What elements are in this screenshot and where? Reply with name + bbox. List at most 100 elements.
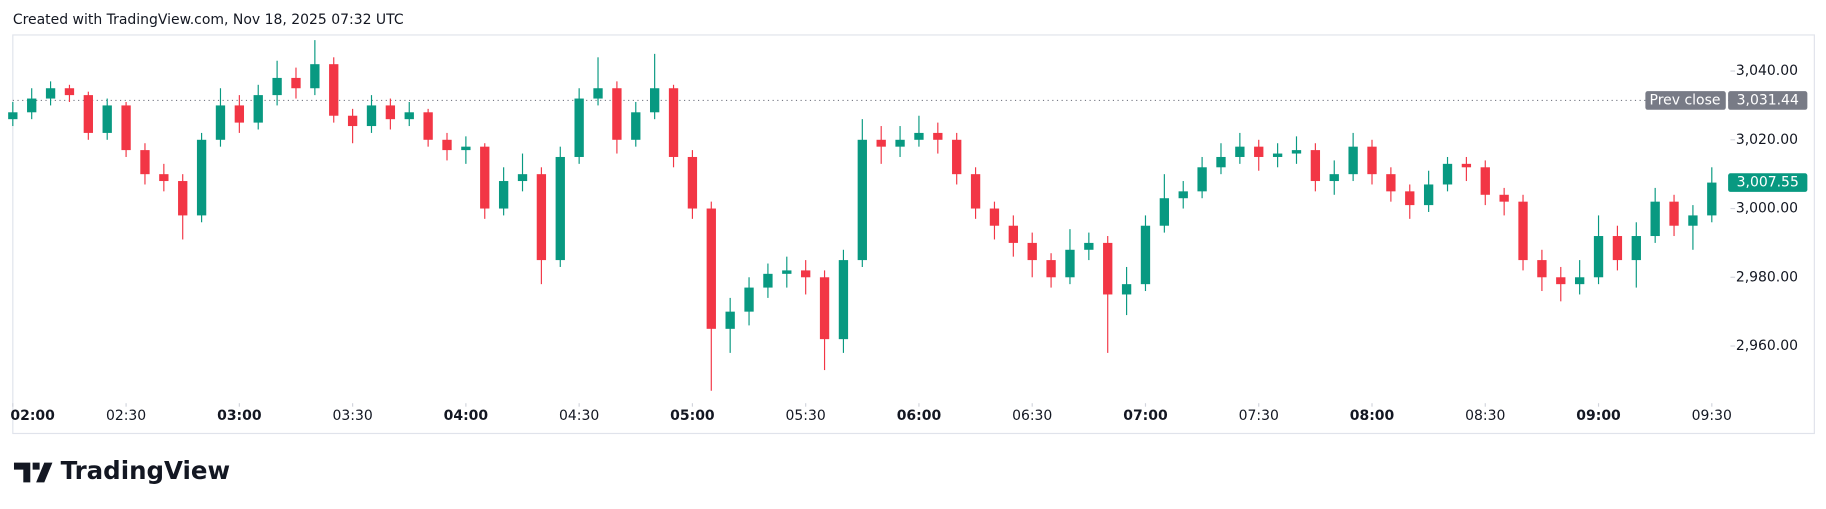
candle-body xyxy=(668,88,679,157)
x-tick-label: 08:30 xyxy=(1465,408,1505,424)
candle-body xyxy=(1197,167,1207,192)
candle-body xyxy=(1423,184,1434,206)
candle-body xyxy=(45,88,56,99)
candle-body xyxy=(1291,150,1302,154)
logo xyxy=(13,462,53,483)
candle-body xyxy=(933,132,943,140)
candle-body xyxy=(744,287,754,312)
last-price-box xyxy=(1728,173,1808,192)
last-price-label: 3,007.55 xyxy=(1737,175,1799,191)
candle-body xyxy=(8,112,18,120)
x-tick-label: 05:00 xyxy=(670,408,715,424)
candle-body xyxy=(970,174,981,209)
candle-body xyxy=(1348,146,1358,175)
prev-close-label: Prev close xyxy=(1650,92,1721,108)
candle-body xyxy=(442,139,452,151)
candle-body xyxy=(574,98,584,157)
prev-close-value: 3,031.44 xyxy=(1737,92,1799,108)
candle-body xyxy=(725,311,735,329)
x-tick-label: 03:00 xyxy=(217,408,262,424)
candle-body xyxy=(1442,163,1453,185)
x-tick-label: 03:30 xyxy=(332,408,372,424)
prev-close-box xyxy=(1645,91,1726,110)
candle-body xyxy=(593,88,603,99)
candle-body xyxy=(480,146,490,209)
candle-body xyxy=(1688,215,1698,226)
candle-body xyxy=(952,139,962,175)
candle-body xyxy=(329,64,339,116)
candle-body xyxy=(1499,194,1509,202)
candle-body xyxy=(215,105,226,140)
x-tick-label: 08:00 xyxy=(1350,408,1395,424)
x-tick-label: 02:30 xyxy=(106,408,146,424)
candle-body xyxy=(1121,284,1132,295)
candle-body xyxy=(27,98,37,113)
candle-body xyxy=(555,156,565,261)
x-tick-label: 02:00 xyxy=(10,408,55,424)
candle-body xyxy=(1235,146,1245,157)
candle-body xyxy=(1650,201,1660,237)
candle-body xyxy=(1574,277,1585,285)
candle-body xyxy=(1612,236,1623,261)
candle-body xyxy=(1310,150,1321,182)
prev-close-value-box xyxy=(1728,91,1808,110)
candle-body xyxy=(1272,153,1283,157)
candle-body xyxy=(1329,174,1339,182)
y-tick-label: 3,020.00 xyxy=(1736,132,1798,148)
candle-body xyxy=(159,174,169,182)
candle-body xyxy=(1669,201,1679,226)
candle-body xyxy=(895,139,905,147)
candle-body xyxy=(876,139,886,147)
candle-body xyxy=(1103,242,1113,295)
candle-body xyxy=(253,95,263,123)
candle-body xyxy=(1178,191,1188,199)
y-tick-label: 2,960.00 xyxy=(1736,338,1798,354)
brand: TradingView xyxy=(61,456,231,485)
candle-body xyxy=(310,64,320,89)
x-tick-label: 04:30 xyxy=(559,408,599,424)
candle-body xyxy=(782,270,792,274)
candle-body xyxy=(196,139,207,216)
candle-body xyxy=(1008,225,1018,243)
candle-body xyxy=(612,88,622,140)
candle-body xyxy=(706,208,716,329)
candle-body xyxy=(1140,225,1151,285)
candle-body xyxy=(423,112,433,140)
candle-body xyxy=(1480,167,1490,195)
header-text: Created with TradingView.com, Nov 18, 20… xyxy=(13,12,404,28)
candle-body xyxy=(102,105,112,133)
candle-body xyxy=(1593,236,1604,278)
x-tick-label: 09:30 xyxy=(1692,408,1732,424)
x-tick-label: 04:00 xyxy=(444,408,489,424)
candle-body xyxy=(536,174,547,261)
candle-body xyxy=(498,181,509,209)
candle-body xyxy=(121,105,131,151)
candle-body xyxy=(763,273,773,288)
candle-body xyxy=(1461,163,1472,168)
candle-body xyxy=(1027,242,1037,261)
candle-body xyxy=(178,181,188,216)
candle-body xyxy=(1046,260,1056,278)
candle-body xyxy=(1405,191,1415,206)
candle-body xyxy=(1084,242,1094,250)
y-tick-label: 3,040.00 xyxy=(1736,63,1798,79)
candle-body xyxy=(1631,236,1641,261)
candle-body xyxy=(989,208,1000,226)
candle-body xyxy=(140,150,150,175)
candle-body xyxy=(649,88,660,113)
candle-body xyxy=(1707,182,1717,216)
candle-body xyxy=(347,115,358,127)
candle-body xyxy=(366,105,377,127)
candle-body xyxy=(1556,277,1566,285)
candle-body xyxy=(1065,249,1075,278)
candle-body xyxy=(234,105,245,123)
candle-body xyxy=(461,146,471,151)
candle-body xyxy=(1367,146,1377,175)
candle-body xyxy=(1254,146,1264,157)
y-tick-label: 3,000.00 xyxy=(1736,201,1798,217)
x-tick-label: 06:00 xyxy=(897,408,942,424)
x-tick-label: 06:30 xyxy=(1012,408,1052,424)
x-tick-label: 09:00 xyxy=(1576,408,1621,424)
candle-body xyxy=(1159,198,1170,226)
